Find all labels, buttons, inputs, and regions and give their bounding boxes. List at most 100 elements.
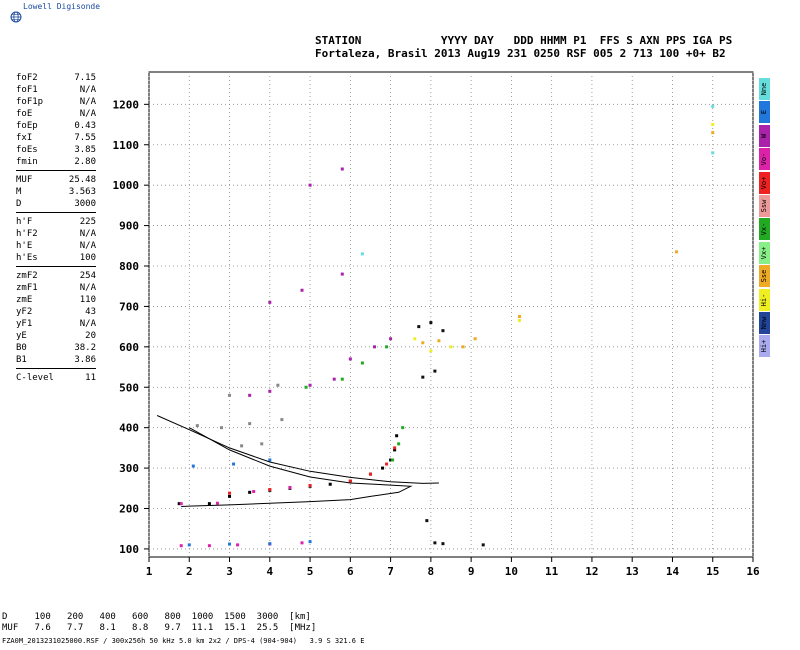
param-row: yE 20 — [16, 330, 96, 342]
data-point — [228, 542, 232, 546]
param-value: N/A — [79, 229, 96, 239]
data-point — [215, 501, 219, 505]
param-label: yF1 — [16, 319, 33, 329]
data-point — [441, 542, 445, 546]
param-label: foEp — [16, 121, 38, 131]
data-point — [308, 540, 312, 544]
data-point — [195, 424, 199, 428]
file-info-footer: FZA0M_2013231025000.RSF / 300x256h 50 kH… — [2, 637, 365, 645]
y-tick-label: 700 — [119, 300, 139, 313]
param-value: 0.43 — [74, 121, 96, 131]
data-point — [385, 345, 389, 349]
param-row: h'Es 100 — [16, 252, 96, 264]
data-point — [401, 426, 405, 430]
param-label: h'Es — [16, 253, 38, 263]
param-row: foEp 0.43 — [16, 120, 96, 132]
data-point — [711, 104, 715, 108]
param-label: h'F — [16, 217, 33, 227]
scaled-parameters-panel: foF2 7.15 foF1 N/A foF1p N/A foE N/A foEp 0.43 fxI… — [16, 72, 96, 384]
data-point — [252, 490, 256, 494]
y-tick-label: 1100 — [113, 139, 140, 152]
legend-label: Nne — [760, 82, 768, 96]
param-label: zmF1 — [16, 283, 38, 293]
param-value: N/A — [79, 283, 96, 293]
profile-curve — [181, 427, 413, 507]
legend-item: Hi+ — [759, 335, 770, 358]
param-row: foEs 3.85 — [16, 144, 96, 156]
param-label: h'E — [16, 241, 33, 251]
legend-label: Sse — [760, 269, 768, 283]
data-point — [228, 491, 232, 495]
data-point — [328, 482, 332, 486]
param-value: 2.80 — [74, 157, 96, 167]
data-point — [207, 544, 211, 548]
data-point — [288, 485, 292, 489]
data-point — [248, 422, 252, 426]
data-point — [674, 250, 678, 254]
data-point — [417, 325, 421, 329]
y-tick-label: 200 — [119, 503, 139, 516]
muf-table: D 100 200 400 600 800 1000 1500 3000 [km… — [2, 612, 316, 634]
legend-label: Vx- — [760, 223, 768, 236]
param-label: h'F2 — [16, 229, 38, 239]
param-label: C-level — [16, 373, 54, 383]
param-row: foE N/A — [16, 108, 96, 120]
param-value: 100 — [79, 253, 96, 263]
legend-label: Hi- — [760, 293, 768, 306]
data-point — [268, 389, 272, 393]
muf-frequency-row: MUF 7.6 7.7 8.1 8.8 9.7 11.1 15.1 25.5 [… — [2, 623, 317, 633]
x-tick-label: 12 — [585, 565, 598, 578]
param-value: 25.48 — [68, 175, 96, 185]
param-value: N/A — [79, 85, 96, 95]
data-point — [260, 442, 264, 446]
data-point — [340, 377, 344, 381]
data-point — [191, 464, 195, 468]
y-tick-label: 900 — [119, 220, 139, 233]
data-point — [276, 383, 280, 387]
data-point — [268, 458, 272, 462]
param-divider — [16, 212, 96, 213]
legend-label: Hi+ — [760, 339, 768, 353]
data-point — [395, 434, 399, 438]
param-label: yF2 — [16, 307, 33, 317]
param-label: foF2 — [16, 73, 38, 83]
param-row: h'F 225 — [16, 216, 96, 228]
data-point — [280, 418, 284, 422]
param-label: D — [16, 199, 22, 209]
param-value: 225 — [79, 217, 96, 227]
y-tick-label: 500 — [119, 381, 139, 394]
data-point — [268, 300, 272, 304]
doppler-direction-legend: Nne E W Vo- Vo+ Ssw Vx- Vx+ Sse Hi- Nnw Hi+ — [759, 78, 771, 359]
param-label: M — [16, 187, 22, 197]
param-row: h'F2 N/A — [16, 228, 96, 240]
param-row: M 3.563 — [16, 186, 96, 198]
param-row: yF1 N/A — [16, 318, 96, 330]
legend-item: Vo- — [759, 148, 770, 171]
data-point — [413, 337, 417, 341]
data-point — [179, 502, 183, 506]
x-tick-label: 6 — [347, 565, 354, 578]
data-point — [348, 479, 352, 483]
data-point — [372, 345, 376, 349]
param-value: N/A — [79, 319, 96, 329]
data-point — [368, 472, 372, 476]
data-point — [219, 426, 223, 430]
param-divider — [16, 170, 96, 171]
x-tick-label: 5 — [307, 565, 314, 578]
param-row: D 3000 — [16, 198, 96, 210]
data-point — [179, 544, 183, 548]
data-point — [517, 319, 521, 323]
legend-item: Ssw — [759, 194, 770, 217]
data-point — [473, 337, 477, 341]
legend-label: Ssw — [760, 199, 768, 213]
param-value: 3.86 — [74, 355, 96, 365]
data-point — [348, 357, 352, 361]
param-row: h'E N/A — [16, 240, 96, 252]
param-value: 254 — [79, 271, 96, 281]
brand-name: Lowell Digisonde — [23, 2, 101, 11]
data-point — [425, 519, 429, 523]
data-point — [308, 483, 312, 487]
legend-label: Vx+ — [760, 246, 768, 260]
data-point — [711, 131, 715, 135]
data-point — [207, 502, 211, 506]
